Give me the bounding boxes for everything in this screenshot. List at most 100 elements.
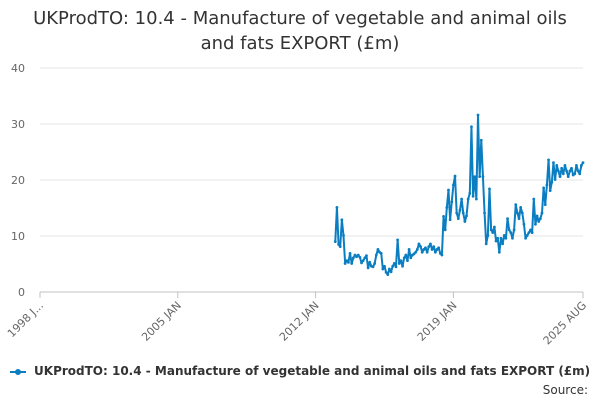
data-point[interactable] — [394, 265, 398, 269]
data-point[interactable] — [479, 138, 483, 142]
data-point[interactable] — [538, 217, 542, 221]
data-point[interactable] — [429, 242, 432, 246]
data-point[interactable] — [573, 172, 577, 176]
data-point[interactable] — [402, 256, 406, 260]
data-point[interactable] — [461, 211, 465, 215]
data-point[interactable] — [420, 250, 424, 254]
data-point[interactable] — [379, 251, 383, 255]
data-point[interactable] — [383, 264, 386, 268]
data-point[interactable] — [555, 164, 559, 167]
data-point[interactable] — [484, 242, 488, 246]
data-point[interactable] — [424, 246, 427, 250]
data-point[interactable] — [351, 256, 355, 260]
data-point[interactable] — [483, 211, 486, 215]
data-point[interactable] — [561, 172, 565, 176]
data-point[interactable] — [553, 178, 557, 181]
data-point[interactable] — [450, 200, 454, 204]
data-point[interactable] — [414, 250, 418, 254]
data-point[interactable] — [497, 250, 501, 254]
data-point[interactable] — [453, 174, 457, 178]
data-point[interactable] — [442, 215, 445, 218]
data-point[interactable] — [468, 192, 472, 195]
data-point[interactable] — [366, 266, 370, 270]
data-point[interactable] — [406, 259, 409, 263]
data-point[interactable] — [552, 161, 555, 165]
data-point[interactable] — [409, 256, 413, 260]
data-point[interactable] — [556, 169, 560, 173]
data-point[interactable] — [342, 234, 345, 237]
data-point[interactable] — [371, 265, 375, 269]
data-point[interactable] — [575, 164, 578, 167]
data-point[interactable] — [388, 267, 391, 271]
data-point[interactable] — [576, 169, 580, 173]
data-point[interactable] — [368, 260, 372, 264]
data-point[interactable] — [506, 217, 509, 221]
data-point[interactable] — [560, 166, 564, 170]
data-point[interactable] — [581, 161, 585, 165]
data-point[interactable] — [525, 234, 529, 237]
data-point[interactable] — [358, 255, 362, 259]
data-point[interactable] — [496, 236, 500, 240]
data-point[interactable] — [404, 253, 408, 257]
data-point[interactable] — [486, 234, 490, 237]
data-point[interactable] — [347, 260, 350, 264]
data-point[interactable] — [427, 245, 431, 249]
data-point[interactable] — [514, 203, 518, 207]
data-point[interactable] — [504, 236, 508, 240]
data-point[interactable] — [522, 222, 526, 226]
data-point[interactable] — [419, 245, 422, 249]
data-point[interactable] — [465, 214, 468, 218]
data-point[interactable] — [391, 264, 395, 268]
data-point[interactable] — [360, 261, 363, 265]
data-point[interactable] — [381, 267, 385, 271]
data-point[interactable] — [563, 164, 567, 167]
data-point[interactable] — [550, 180, 554, 184]
data-point[interactable] — [348, 251, 352, 255]
data-point[interactable] — [547, 158, 550, 162]
data-point[interactable] — [578, 172, 582, 176]
data-point[interactable] — [466, 197, 470, 201]
data-point[interactable] — [481, 175, 485, 179]
data-point[interactable] — [463, 220, 467, 223]
data-point[interactable] — [365, 254, 368, 257]
data-point[interactable] — [558, 175, 562, 179]
data-point[interactable] — [519, 206, 523, 209]
data-point[interactable] — [527, 231, 531, 235]
data-point[interactable] — [401, 264, 404, 268]
data-point[interactable] — [517, 217, 521, 221]
data-point[interactable] — [445, 206, 449, 209]
data-point[interactable] — [509, 231, 513, 235]
data-point[interactable] — [493, 225, 496, 229]
data-point[interactable] — [537, 220, 541, 223]
data-point[interactable] — [386, 273, 390, 277]
data-point[interactable] — [333, 240, 337, 244]
data-point[interactable] — [455, 211, 459, 215]
data-point[interactable] — [340, 218, 344, 222]
data-point[interactable] — [430, 248, 434, 251]
data-point[interactable] — [568, 169, 572, 173]
data-point[interactable] — [565, 169, 568, 173]
data-point[interactable] — [489, 228, 493, 232]
data-point[interactable] — [515, 211, 519, 215]
data-point[interactable] — [473, 175, 477, 179]
data-point[interactable] — [545, 183, 549, 187]
data-point[interactable] — [501, 242, 505, 246]
legend[interactable]: UKProdTO: 10.4 - Manufacture of vegetabl… — [0, 364, 600, 378]
data-point[interactable] — [397, 262, 401, 265]
data-point[interactable] — [437, 246, 441, 250]
data-point[interactable] — [566, 175, 570, 179]
data-point[interactable] — [494, 239, 498, 243]
data-point[interactable] — [471, 194, 475, 198]
data-point[interactable] — [448, 218, 452, 222]
data-point[interactable] — [374, 253, 378, 257]
data-point[interactable] — [376, 248, 380, 251]
data-point[interactable] — [407, 248, 411, 251]
data-point[interactable] — [350, 262, 354, 265]
data-point[interactable] — [470, 125, 473, 129]
data-point[interactable] — [443, 228, 447, 232]
data-point[interactable] — [543, 203, 547, 207]
data-point[interactable] — [491, 231, 495, 235]
data-point[interactable] — [530, 231, 534, 235]
data-point[interactable] — [363, 256, 367, 260]
data-point[interactable] — [488, 187, 491, 191]
